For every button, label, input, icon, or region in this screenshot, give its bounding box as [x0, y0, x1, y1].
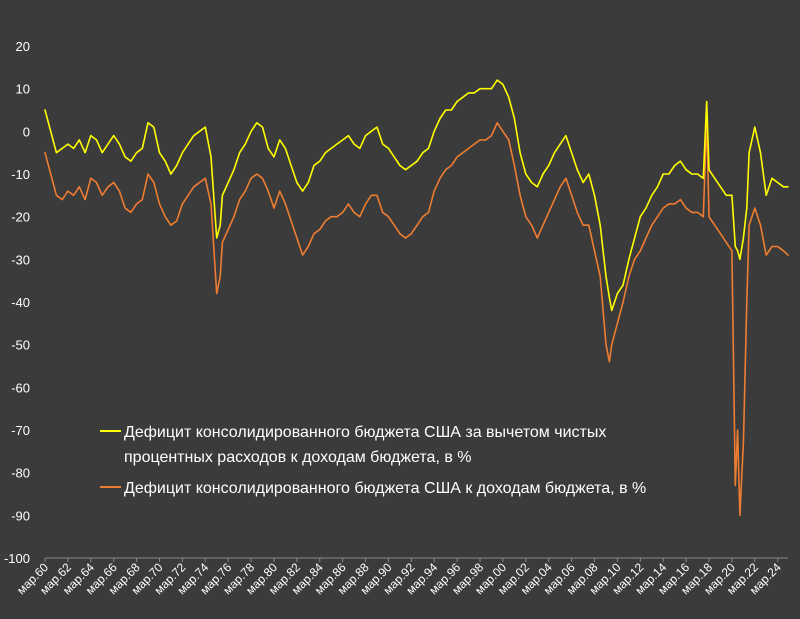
legend-label-series-2: Дефицит консолидированного бюджета США к…	[124, 480, 646, 497]
y-tick-label: -100	[4, 551, 30, 566]
legend-label-series-1-line-1: Дефицит консолидированного бюджета США з…	[124, 424, 606, 441]
y-tick-label: 20	[16, 39, 30, 54]
y-tick-label: -90	[11, 508, 30, 523]
y-tick-label: -70	[11, 423, 30, 438]
y-tick-label: -80	[11, 466, 30, 481]
y-tick-label: 10	[16, 82, 30, 97]
series-line-net-of-interest	[44, 79, 789, 312]
series-layer	[44, 79, 789, 517]
y-axis: 20 10 0 -10 -20 -30 -40 -50 -60 -70 -80 -90 -100	[4, 39, 30, 566]
y-tick-label: -20	[11, 210, 30, 225]
y-tick-label: -60	[11, 380, 30, 395]
legend-label-series-1-line-2: процентных расходов к доходам бюджета, в…	[124, 449, 472, 466]
y-tick-label: 0	[23, 124, 30, 139]
legend: Дефицит консолидированного бюджета США з…	[100, 424, 646, 497]
x-axis: мар.60мар.62мар.64мар.66мар.68мар.70мар.…	[14, 557, 788, 597]
y-tick-label: -10	[11, 167, 30, 182]
y-tick-label: -40	[11, 295, 30, 310]
series-line-total-deficit	[44, 117, 789, 517]
y-tick-label: -50	[11, 338, 30, 353]
y-tick-label: -30	[11, 252, 30, 267]
